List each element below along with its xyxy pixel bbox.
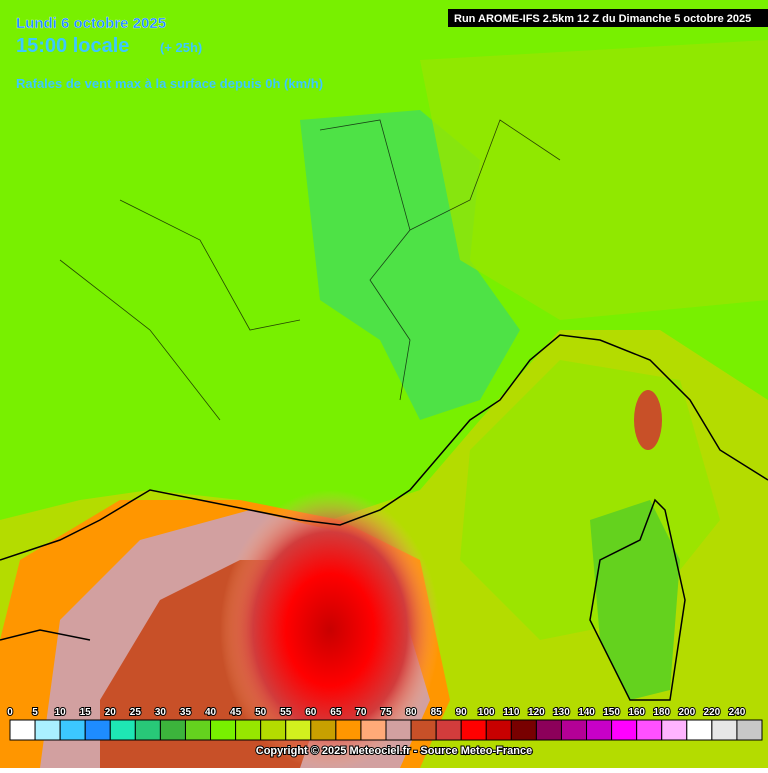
legend-swatch: [59, 719, 86, 741]
legend-swatch: [586, 719, 613, 741]
legend-swatch: [134, 719, 161, 741]
legend-swatch: [736, 719, 763, 741]
date: Lundi 6 octobre 2025: [16, 15, 166, 32]
legend-swatch: [184, 719, 212, 741]
legend-label: 140: [578, 707, 595, 718]
legend-label: 240: [729, 707, 746, 718]
run-info: Run AROME-IFS 2.5km 12 Z du Dimanche 5 o…: [454, 13, 751, 25]
copyright: Copyright © 2025 Meteociel.fr - Source M…: [256, 745, 532, 757]
legend-label: 150: [603, 707, 620, 718]
borders: [59, 119, 561, 421]
legend-label: 50: [255, 707, 267, 718]
lead-time: (+ 25h): [160, 40, 202, 55]
legend-label: 160: [628, 707, 645, 718]
legend-label: 30: [155, 707, 167, 718]
legend-label: 200: [678, 707, 695, 718]
legend-swatch: [9, 719, 36, 741]
gust-spot: [634, 390, 662, 450]
legend-label: 180: [653, 707, 670, 718]
coastline: [0, 334, 768, 701]
legend-swatch: [210, 719, 237, 741]
legend-swatch: [235, 719, 262, 741]
legend-label: 45: [230, 707, 242, 718]
legend-swatch: [686, 719, 713, 741]
legend-swatch: [159, 719, 186, 741]
legend-label: 90: [456, 707, 468, 718]
legend-label: 25: [130, 707, 142, 718]
legend-swatch: [84, 719, 111, 741]
legend-swatch: [485, 719, 512, 741]
legend-label: 15: [80, 707, 92, 718]
legend-swatch: [535, 719, 562, 741]
legend-label: 65: [330, 707, 342, 718]
legend-swatch: [360, 719, 387, 741]
wind-plume: [220, 490, 440, 770]
legend-swatch: [385, 719, 412, 741]
legend-swatch: [460, 719, 487, 741]
legend-label: 70: [355, 707, 367, 718]
legend-label: 220: [704, 707, 721, 718]
legend-label: 0: [7, 707, 13, 718]
legend-label: 75: [380, 707, 392, 718]
legend-label: 100: [478, 707, 495, 718]
legend-label: 40: [205, 707, 217, 718]
legend-swatch: [260, 719, 287, 741]
legend-label: 20: [105, 707, 117, 718]
legend-label: 110: [503, 707, 520, 718]
legend-label: 80: [406, 707, 418, 718]
legend-swatch: [560, 719, 588, 741]
legend-swatch: [34, 719, 61, 741]
legend-swatch: [636, 719, 663, 741]
legend-swatch: [285, 719, 312, 741]
legend-swatch: [435, 719, 462, 741]
run-box: [448, 9, 768, 27]
legend-swatch: [510, 719, 537, 741]
parameter: Rafales de vent max à la surface depuis …: [16, 76, 323, 91]
legend-swatch: [410, 719, 437, 741]
legend-label: 35: [180, 707, 192, 718]
legend-label: 130: [553, 707, 570, 718]
legend-swatch: [711, 719, 738, 741]
corsica: [590, 500, 680, 700]
legend-swatch: [335, 719, 362, 741]
legend-label: 5: [32, 707, 38, 718]
legend-label: 10: [55, 707, 67, 718]
legend-swatch: [661, 719, 688, 741]
legend-label: 60: [305, 707, 317, 718]
legend-swatch: [611, 719, 638, 741]
legend-swatch: [109, 719, 136, 741]
legend-label: 55: [280, 707, 292, 718]
legend-swatch: [310, 719, 337, 741]
legend-label: 85: [431, 707, 443, 718]
north-zone: [420, 40, 768, 320]
legend: 0 5 10 15 20 25 30 35 40 45 50 55 60 65 70 75 80 85 90 100 1…: [6, 706, 763, 741]
time: 15:00 locale: [16, 35, 129, 57]
legend-label: 120: [528, 707, 545, 718]
